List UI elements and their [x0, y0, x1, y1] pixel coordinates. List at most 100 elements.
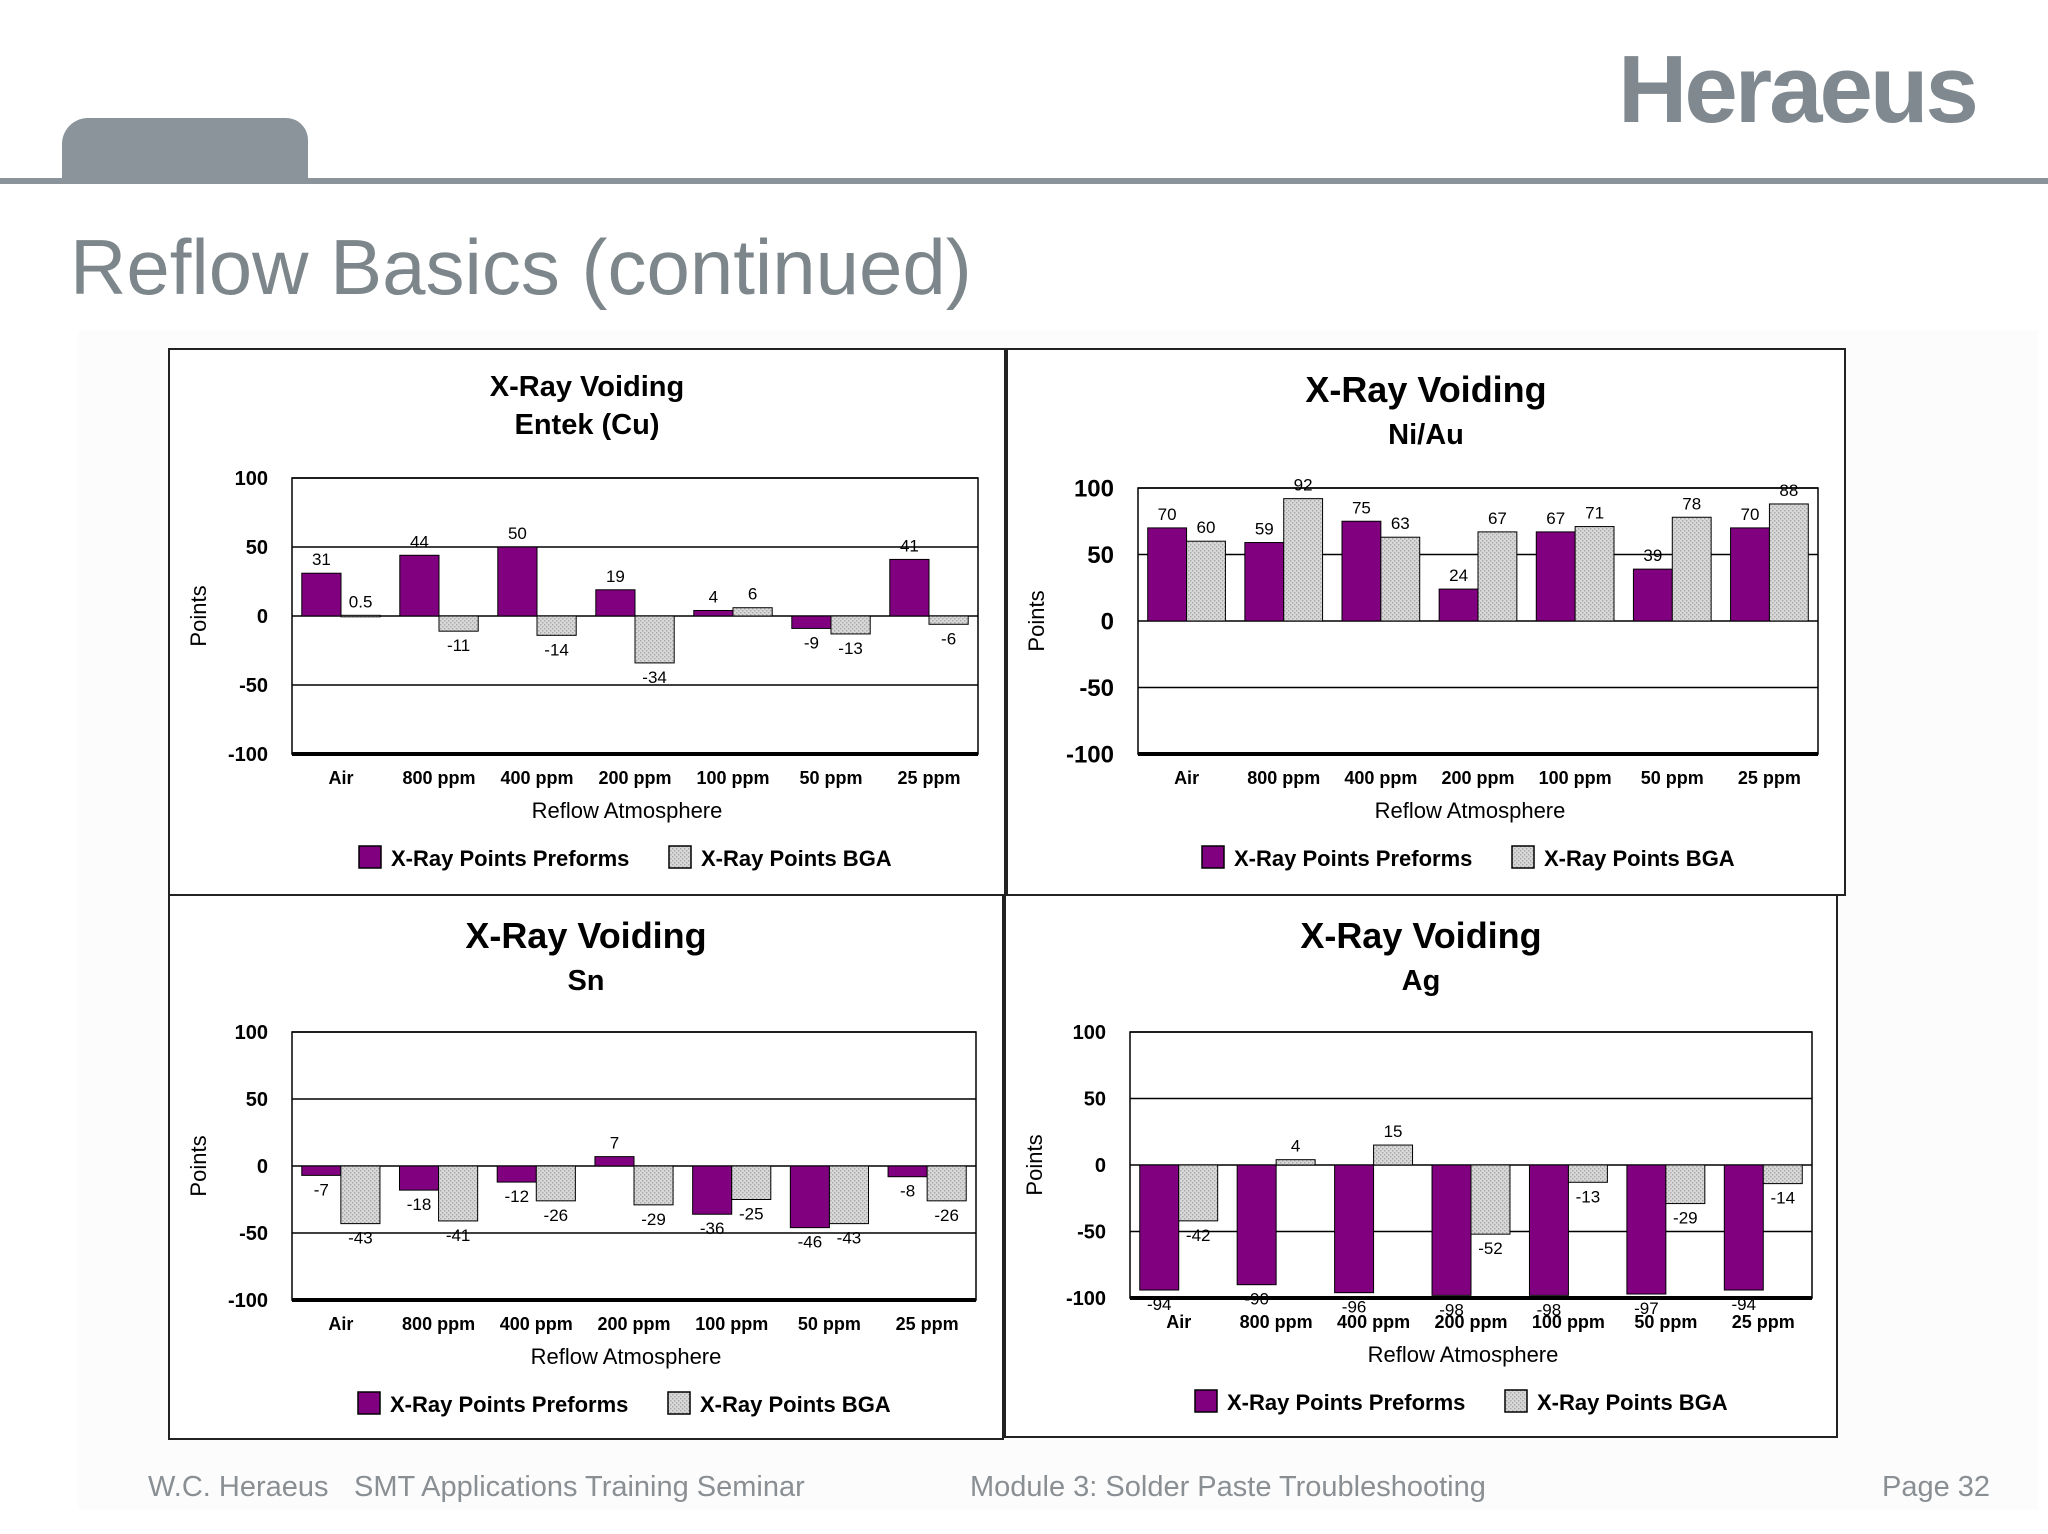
y-tick-label: 50: [246, 537, 268, 559]
data-label: -98: [1439, 1300, 1464, 1319]
data-label: 60: [1197, 518, 1216, 537]
y-tick-label: -50: [1079, 675, 1114, 702]
x-tick-label: 200 ppm: [1441, 768, 1514, 788]
x-tick-label: 200 ppm: [598, 768, 671, 788]
data-label: -26: [544, 1206, 569, 1225]
x-tick-label: 200 ppm: [1434, 1312, 1507, 1332]
bar-preforms: [692, 1165, 733, 1215]
bar-preforms: [1626, 1164, 1667, 1295]
data-label: 19: [606, 567, 625, 586]
data-label: 59: [1255, 520, 1274, 539]
data-label: -8: [900, 1182, 915, 1201]
x-tick-label: 800 ppm: [1247, 768, 1320, 788]
y-tick-label: -100: [228, 744, 268, 766]
chart-title: X-Ray Voiding: [490, 371, 684, 403]
bar-preforms: [887, 1165, 928, 1178]
data-label: 67: [1488, 509, 1507, 528]
footer-company: W.C. Heraeus: [148, 1471, 329, 1503]
chart-svg: X-Ray Voiding Sn 100 50 0 -50 -100 Points -7 -43 A…: [186, 915, 977, 1417]
data-label: -36: [700, 1219, 725, 1238]
bar-preforms: [1341, 520, 1382, 622]
x-tick-label: 100 ppm: [1532, 1312, 1605, 1332]
data-label: 39: [1643, 546, 1662, 565]
bar-bga: [732, 607, 773, 617]
slide-title: Reflow Basics (continued): [70, 223, 972, 311]
y-tick-label: 100: [1073, 1022, 1106, 1044]
data-label: 44: [410, 532, 429, 551]
bar-bga: [1671, 516, 1712, 622]
y-tick-label: 100: [235, 468, 268, 490]
x-tick-label: 800 ppm: [1240, 1312, 1313, 1332]
x-tick-label: 50 ppm: [799, 768, 862, 788]
bar-preforms: [1139, 1164, 1180, 1291]
y-tick-label: 0: [1101, 609, 1114, 636]
x-tick-label: 400 ppm: [500, 768, 573, 788]
x-tick-label: 200 ppm: [597, 1314, 670, 1334]
chart-svg: X-Ray Voiding Entek (Cu) 100 50 0 -50 -100 Poin…: [186, 371, 979, 871]
chart-title: X-Ray Voiding: [1305, 369, 1546, 410]
x-tick-label: 50 ppm: [1641, 768, 1704, 788]
bar-bga: [926, 1165, 967, 1202]
x-tick-label: 400 ppm: [500, 1314, 573, 1334]
bar-bga: [340, 1165, 381, 1225]
y-tick-label: -100: [1066, 1288, 1106, 1310]
chart-panel-ag: X-Ray Voiding Ag 100 50 0 -50 -100 Points -94 -42…: [1004, 894, 1838, 1438]
y-axis-title: Points: [1022, 1134, 1047, 1195]
data-label: 63: [1391, 514, 1410, 533]
bar-bga: [438, 615, 479, 632]
data-label: -94: [1732, 1295, 1757, 1314]
bar-bga: [1574, 526, 1615, 622]
x-tick-label: Air: [1166, 1312, 1191, 1332]
footer-page-number: Page 32: [1882, 1471, 1991, 1503]
data-label: -25: [739, 1205, 764, 1224]
y-tick-label: -100: [1066, 742, 1114, 769]
bar-preforms: [693, 609, 734, 617]
data-label: -41: [446, 1226, 471, 1245]
legend-label: X-Ray Points Preforms: [1227, 1390, 1465, 1415]
data-label: -13: [1576, 1187, 1601, 1206]
data-label: 0.5: [349, 592, 373, 611]
bar-preforms: [789, 1165, 830, 1229]
bar-bga: [438, 1165, 479, 1222]
x-tick-label: Air: [1174, 768, 1199, 788]
data-label: -52: [1478, 1239, 1503, 1258]
bar-preforms: [594, 1156, 635, 1167]
data-label: 41: [900, 536, 919, 555]
chart-subtitle: Ni/Au: [1388, 419, 1464, 451]
bar-bga: [1665, 1164, 1706, 1205]
data-label: 4: [1291, 1137, 1300, 1156]
chart-panel-ni-au: X-Ray Voiding Ni/Au 100 50 0 -50 -100 Points 70 6…: [1006, 348, 1846, 896]
bar-preforms: [399, 554, 440, 617]
x-tick-label: Air: [328, 1314, 353, 1334]
chart-panel-sn: X-Ray Voiding Sn 100 50 0 -50 -100 Points -7 -43 A…: [168, 894, 1004, 1440]
chart-subtitle: Entek (Cu): [515, 409, 660, 441]
data-label: -14: [1770, 1189, 1795, 1208]
data-label: 24: [1449, 566, 1468, 585]
bar-bga: [340, 614, 381, 618]
legend-label: X-Ray Points Preforms: [1234, 846, 1472, 871]
chart-title: X-Ray Voiding: [1300, 915, 1541, 956]
x-tick-label: 100 ppm: [1539, 768, 1612, 788]
y-tick-label: 0: [257, 1156, 268, 1178]
x-axis-title: Reflow Atmosphere: [532, 798, 723, 823]
y-axis-title: Points: [186, 1135, 211, 1196]
data-label: -46: [798, 1233, 823, 1252]
x-tick-label: 400 ppm: [1337, 1312, 1410, 1332]
data-label: -97: [1634, 1299, 1659, 1318]
x-tick-label: 50 ppm: [798, 1314, 861, 1334]
bar-preforms: [301, 572, 342, 617]
bar-preforms: [1244, 542, 1285, 622]
y-tick-label: -50: [239, 675, 268, 697]
footer-seminar: SMT Applications Training Seminar: [354, 1471, 805, 1503]
footer-module: Module 3: Solder Paste Troubleshooting: [970, 1471, 1486, 1503]
legend-swatch: [667, 1391, 691, 1415]
data-label: 75: [1352, 498, 1371, 517]
data-label: -26: [934, 1206, 959, 1225]
data-label: -9: [804, 633, 819, 652]
y-tick-label: 100: [235, 1022, 268, 1044]
bar-bga: [535, 1165, 576, 1202]
x-tick-label: Air: [328, 768, 353, 788]
data-label: -13: [838, 639, 863, 658]
chart-svg: X-Ray Voiding Ni/Au 100 50 0 -50 -100 Points 70 6…: [1024, 369, 1819, 871]
